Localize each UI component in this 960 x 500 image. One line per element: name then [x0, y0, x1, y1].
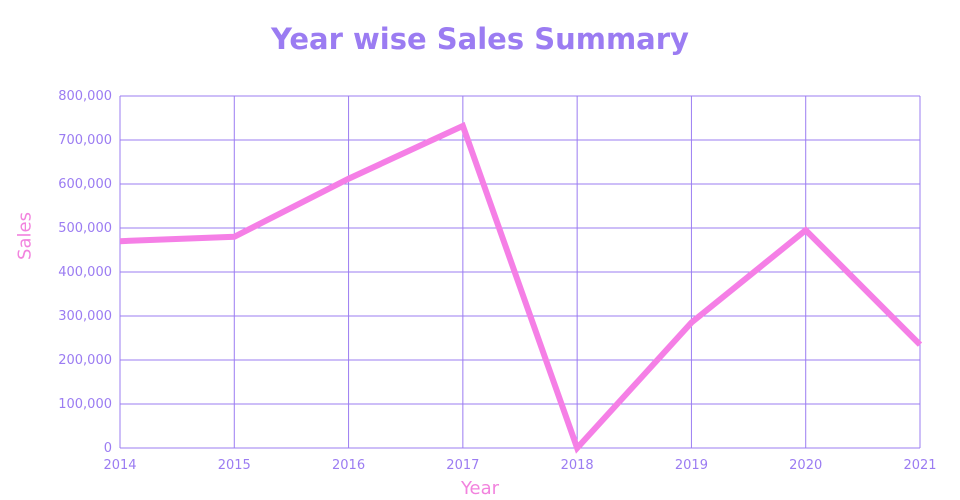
- tick-labels: 0 100,000 200,000 300,000 400,000 500,000 600,…: [58, 89, 936, 473]
- x-tick-label: 2021: [903, 458, 936, 473]
- y-tick-label: 300,000: [58, 309, 112, 324]
- y-tick-label: 700,000: [58, 133, 112, 148]
- x-tick-label: 2019: [675, 458, 708, 473]
- y-tick-label: 200,000: [58, 353, 112, 368]
- x-tick-label: 2017: [446, 458, 479, 473]
- y-tick-label: 0: [104, 441, 112, 456]
- grid: [119, 95, 921, 449]
- x-axis-label: Year: [460, 478, 500, 499]
- series: [119, 121, 923, 454]
- y-tick-label: 500,000: [58, 221, 112, 236]
- x-tick-label: 2018: [561, 458, 594, 473]
- x-tick-label: 2015: [218, 458, 251, 473]
- y-tick-label: 400,000: [58, 265, 112, 280]
- y-tick-label: 100,000: [58, 397, 112, 412]
- x-tick-label: 2020: [789, 458, 822, 473]
- x-tick-label: 2014: [103, 458, 136, 473]
- y-tick-label: 600,000: [58, 177, 112, 192]
- x-tick-label: 2016: [332, 458, 365, 473]
- series-line: [119, 121, 923, 454]
- chart-title: Year wise Sales Summary: [271, 22, 689, 56]
- y-tick-label: 800,000: [58, 89, 112, 104]
